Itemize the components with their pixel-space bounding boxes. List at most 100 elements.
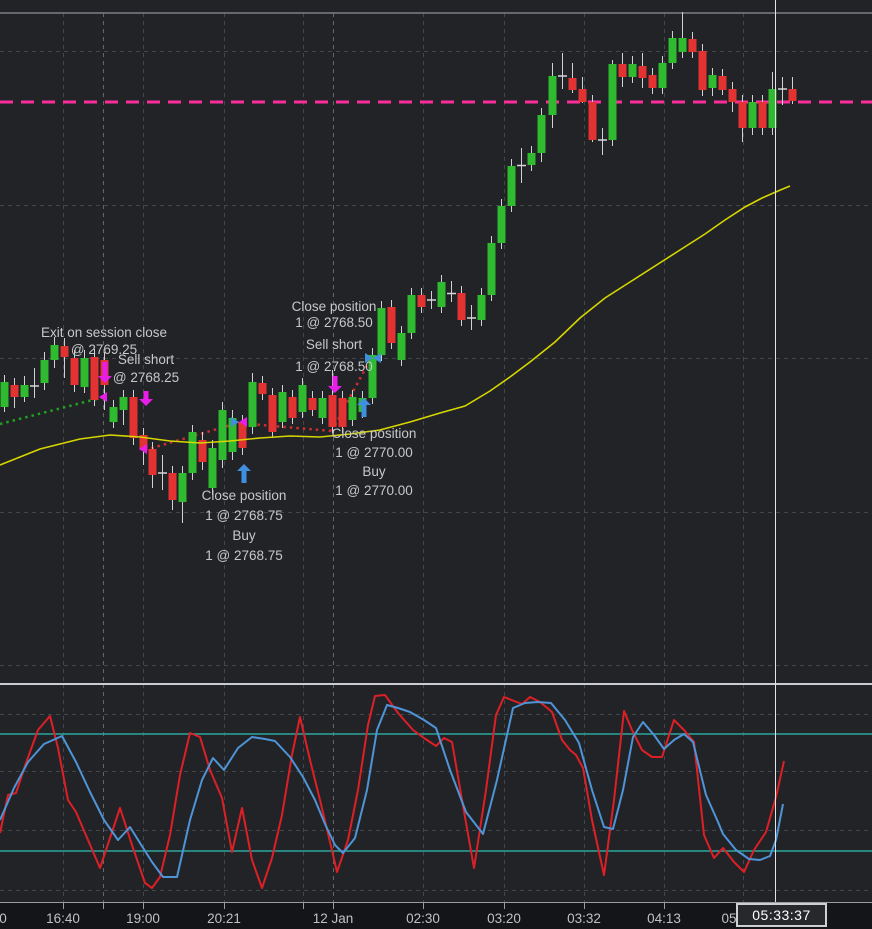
candle-body (40, 360, 49, 383)
axis-label: 12 Jan (313, 911, 354, 926)
trade-fill-marker (239, 417, 247, 427)
candle-body (568, 78, 577, 90)
candle-body (218, 410, 227, 460)
trade-fill-marker (365, 353, 373, 363)
trade-annotation-text: 1 @ 2768.50 (295, 359, 373, 374)
candle-body (758, 102, 767, 128)
candle-body (0, 382, 9, 407)
trade-annotation-text: @ 2769.25 (71, 342, 137, 357)
trade-annotation-text: Close position (202, 488, 287, 503)
trade-annotation-text: Close position (332, 426, 417, 441)
oscillator-fast-line (0, 694, 785, 889)
candle-body (668, 38, 677, 63)
candle-body (688, 39, 697, 52)
trade-fill-marker (99, 392, 107, 402)
buy-arrow-shaft (241, 471, 247, 483)
candle-body (548, 76, 557, 115)
trade-annotation-text: 1 @ 2770.00 (335, 445, 413, 460)
candle-body (708, 75, 717, 88)
candle-body (50, 345, 59, 360)
candle-body (168, 473, 177, 500)
candle-body (487, 243, 496, 295)
candle-body (407, 295, 416, 333)
trade-connector-line (237, 421, 333, 433)
candle-body (258, 383, 267, 394)
candle-body (638, 66, 647, 78)
trade-annotation-text: Buy (232, 528, 256, 543)
candle-body (338, 398, 347, 427)
trade-annotation-text: Buy (362, 464, 386, 479)
trade-fill-marker (139, 444, 147, 454)
candle-body (658, 63, 667, 88)
candle-body (198, 440, 207, 462)
trade-annotation-text: Sell short (118, 352, 175, 367)
axis-label: 03:32 (567, 911, 601, 926)
candle-body (718, 76, 727, 90)
trade-annotation-text: 1 @ 2768.75 (205, 548, 283, 563)
axis-label: 0 (0, 911, 7, 926)
axis-label: 04:13 (647, 911, 681, 926)
axis-label: 02:30 (406, 911, 440, 926)
trade-annotation-text: 1 @ 2768.75 (205, 508, 283, 523)
cursor-time-label: 05:33:37 (752, 907, 811, 923)
trade-annotation-text: 1 @ 2768.50 (295, 315, 373, 330)
candle-body (308, 398, 317, 410)
trade-annotation-text: @ 2768.25 (113, 370, 179, 385)
candle-body (578, 89, 587, 102)
sell-arrow-icon (328, 386, 342, 393)
candle-body (348, 397, 357, 420)
candle-body (698, 51, 707, 90)
candle-body (748, 102, 757, 128)
candle-body (618, 64, 627, 77)
trade-fill-marker (373, 353, 381, 363)
candle-body (397, 333, 406, 360)
candle-body (497, 206, 506, 243)
candle-body (60, 346, 69, 357)
candle-body (238, 422, 247, 448)
candle-body (288, 397, 297, 418)
candle-body (527, 153, 536, 165)
candle-body (788, 89, 797, 101)
candle-body (129, 397, 138, 438)
sell-arrow-shaft (143, 391, 149, 399)
time-axis-strip (0, 902, 872, 929)
candle-body (188, 432, 197, 473)
candle-body (678, 38, 687, 52)
axis-label: 03:20 (487, 911, 521, 926)
cursor-time-box: 05:33:37 (736, 903, 827, 927)
candle-body (70, 358, 79, 385)
buy-arrow-shaft (361, 405, 367, 417)
candle-body (608, 64, 617, 140)
candle-body (457, 293, 466, 320)
candle-body (368, 355, 377, 398)
candle-body (80, 358, 89, 387)
candle-body (90, 357, 99, 400)
candle-body (437, 282, 446, 307)
oscillator-slow-line (0, 701, 784, 878)
axis-label: 20:21 (207, 911, 241, 926)
axis-label: 19:00 (126, 911, 160, 926)
moving-average-line (0, 185, 791, 466)
candle-body (10, 385, 19, 397)
candle-body (268, 395, 277, 432)
candle-body (228, 418, 237, 452)
candle-body (278, 392, 287, 422)
trade-connector-line (0, 395, 105, 426)
candle-body (248, 382, 257, 427)
candle-body (738, 102, 747, 128)
candle-body (588, 102, 597, 140)
candle-body (537, 115, 546, 153)
candle-body (417, 295, 426, 307)
candle-body (178, 473, 187, 502)
axis-label: 05 (721, 911, 736, 926)
candle-body (648, 75, 657, 88)
candle-body (507, 166, 516, 206)
sell-arrow-icon (139, 399, 153, 406)
trade-fill-marker (231, 417, 239, 427)
candle-body (109, 407, 118, 422)
candle-body (139, 435, 148, 450)
candle-body (328, 395, 337, 427)
